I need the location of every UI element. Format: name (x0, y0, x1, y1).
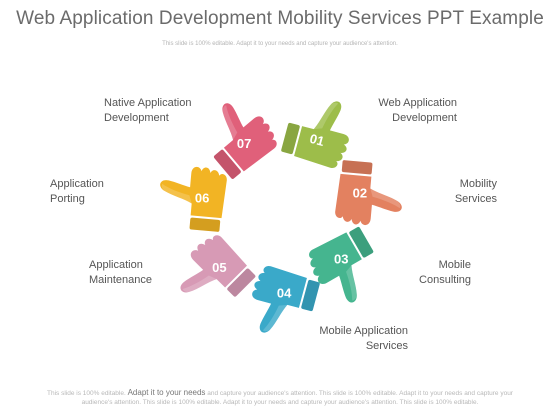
step-number-01: 01 (308, 131, 326, 149)
hand-icon-03: 03 (302, 223, 391, 313)
footer-text-pre: This slide is 100% editable. (47, 390, 126, 397)
label-mobile-application-services: Mobile Application Services (319, 325, 408, 352)
hand-icon-05: 05 (167, 229, 259, 321)
step-number-06: 06 (195, 190, 209, 205)
step-number-02: 02 (353, 186, 367, 201)
hand-icon-02: 02 (334, 159, 406, 229)
hand-icon-04: 04 (242, 263, 321, 344)
step-number-05: 05 (212, 260, 226, 275)
slide-subtitle: This slide is 100% editable. Adapt it to… (162, 41, 398, 47)
slide-title: Web Application Development Mobility Ser… (16, 8, 544, 29)
step-number-07: 07 (237, 136, 251, 151)
label-application-maintenance: Application Maintenance (89, 259, 152, 286)
label-native-application-development: Native Application Development (104, 97, 192, 124)
step-number-04: 04 (277, 286, 292, 301)
label-application-porting: Application Porting (50, 178, 104, 205)
label-web-application-development: Web Application Development (378, 97, 457, 124)
hand-icon-07: 07 (191, 90, 283, 182)
hand-icon-01: 01 (280, 90, 359, 171)
label-mobile-consulting: Mobile Consulting (419, 259, 471, 286)
step-number-03: 03 (334, 252, 348, 267)
footer-note: This slide is 100% editable. Adapt it to… (40, 388, 520, 407)
footer-text-post: and capture your audience's attention. T… (81, 390, 513, 406)
footer-text-emphasis: Adapt it to your needs (127, 388, 206, 397)
label-mobility-services: Mobility Services (454, 178, 497, 205)
hand-icon-06: 06 (156, 163, 228, 233)
